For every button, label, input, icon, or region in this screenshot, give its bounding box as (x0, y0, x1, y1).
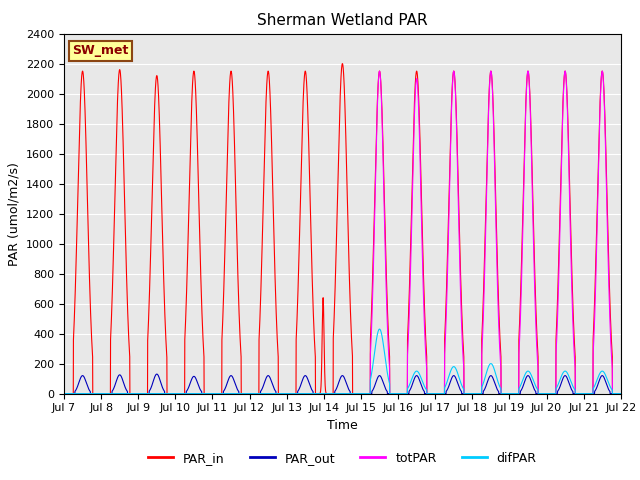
PAR_out (318, 391, 326, 396)
Line: PAR_out: PAR_out (64, 374, 621, 394)
PAR_in (167, 391, 175, 396)
Line: totPAR: totPAR (64, 71, 621, 394)
PAR_out (188, 375, 196, 381)
PAR_out (617, 391, 625, 396)
difPAR (167, 391, 175, 396)
Legend: PAR_in, PAR_out, totPAR, difPAR: PAR_in, PAR_out, totPAR, difPAR (143, 447, 541, 469)
PAR_in (200, 391, 208, 396)
difPAR (60, 391, 68, 396)
PAR_out (576, 391, 584, 396)
Title: Sherman Wetland PAR: Sherman Wetland PAR (257, 13, 428, 28)
difPAR (376, 326, 383, 332)
difPAR (562, 369, 570, 374)
totPAR (167, 391, 175, 396)
PAR_in (339, 60, 346, 66)
difPAR (576, 391, 584, 396)
difPAR (97, 391, 105, 396)
PAR_in (617, 391, 625, 396)
totPAR (318, 391, 326, 396)
Line: difPAR: difPAR (64, 329, 621, 394)
totPAR (188, 391, 196, 396)
Y-axis label: PAR (umol/m2/s): PAR (umol/m2/s) (8, 162, 20, 265)
totPAR (60, 391, 68, 396)
PAR_in (562, 72, 570, 78)
PAR_out (167, 391, 175, 396)
PAR_in (60, 391, 68, 396)
totPAR (576, 391, 584, 396)
difPAR (318, 391, 326, 396)
PAR_out (562, 373, 570, 379)
PAR_in (97, 391, 105, 396)
Line: PAR_in: PAR_in (64, 63, 621, 394)
PAR_out (60, 391, 68, 396)
totPAR (450, 68, 458, 74)
totPAR (97, 391, 105, 396)
difPAR (617, 391, 625, 396)
PAR_out (153, 371, 161, 377)
totPAR (617, 391, 625, 396)
PAR_in (318, 348, 326, 354)
totPAR (562, 72, 570, 78)
difPAR (188, 391, 196, 396)
PAR_in (576, 391, 584, 396)
PAR_out (97, 391, 105, 396)
Text: SW_met: SW_met (72, 44, 129, 58)
PAR_in (188, 91, 196, 97)
X-axis label: Time: Time (327, 419, 358, 432)
